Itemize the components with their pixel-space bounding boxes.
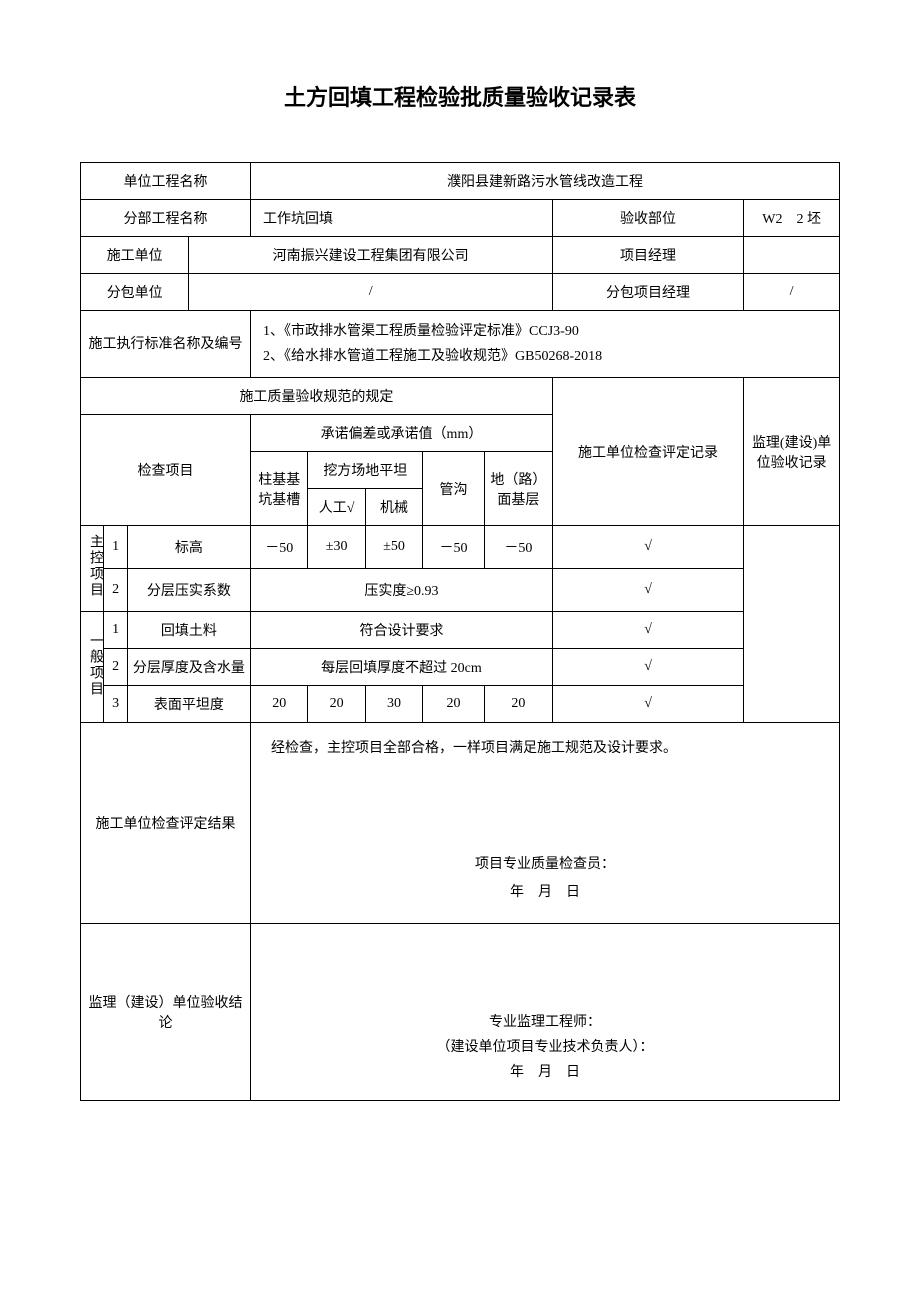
g1-val: 符合设计要求 [251, 612, 553, 649]
sub-project-value: 工作坑回填 [251, 200, 553, 237]
sub-pm-value: / [744, 274, 840, 311]
m2-idx: 2 [104, 569, 127, 612]
construct-check-header: 施工单位检查评定记录 [552, 378, 743, 526]
m1-name: 标高 [127, 526, 250, 569]
sub-project-label: 分部工程名称 [81, 200, 251, 237]
unit-project-label: 单位工程名称 [81, 163, 251, 200]
g1-check: √ [552, 612, 743, 649]
result-signer: 项目专业质量检查员： [251, 851, 839, 879]
check-item-header: 检查项目 [81, 415, 251, 526]
construct-unit-label: 施工单位 [81, 237, 189, 274]
standard-label: 施工执行标准名称及编号 [81, 311, 251, 378]
subcontract-value: / [189, 274, 552, 311]
standard-value: 1、《市政排水管渠工程质量检验评定标准》CCJ3-90 2、《给水排水管道工程施… [251, 311, 840, 378]
g3-c4: 20 [484, 686, 552, 723]
col4-header: 地（路）面基层 [484, 452, 552, 526]
result-content: 经检查，主控项目全部合格，一样项目满足施工规范及设计要求。 项目专业质量检查员：… [251, 723, 840, 924]
conclusion-label: 监理（建设）单位验收结论 [81, 924, 251, 1101]
supervise-check-header: 监理(建设)单位验收记录 [744, 378, 840, 526]
accept-part-value: W2 2 坯 [744, 200, 840, 237]
g2-check: √ [552, 649, 743, 686]
g1-name: 回填土料 [127, 612, 250, 649]
g3-c2b: 30 [365, 686, 422, 723]
col3-header: 管沟 [423, 452, 485, 526]
g2-val: 每层回填厚度不超过 20cm [251, 649, 553, 686]
m1-c4: －50 [484, 526, 552, 569]
pm-value [744, 237, 840, 274]
conclusion-date: 年 月 日 [255, 1060, 835, 1085]
unit-project-value: 濮阳县建新路污水管线改造工程 [251, 163, 840, 200]
spec-rule-header: 施工质量验收规范的规定 [81, 378, 553, 415]
standard-line1: 1、《市政排水管渠工程质量检验评定标准》CCJ3-90 [263, 319, 835, 344]
g1-idx: 1 [104, 612, 127, 649]
m2-check: √ [552, 569, 743, 612]
g3-idx: 3 [104, 686, 127, 723]
g3-check: √ [552, 686, 743, 723]
sub-pm-label: 分包项目经理 [552, 274, 743, 311]
supervise-record-cell [744, 526, 840, 723]
g2-name: 分层厚度及含水量 [127, 649, 250, 686]
m1-c2a: ±30 [308, 526, 365, 569]
m2-name: 分层压实系数 [127, 569, 250, 612]
g3-name: 表面平坦度 [127, 686, 250, 723]
result-text: 经检查，主控项目全部合格，一样项目满足施工规范及设计要求。 [271, 733, 819, 757]
m1-idx: 1 [104, 526, 127, 569]
m1-check: √ [552, 526, 743, 569]
result-label: 施工单位检查评定结果 [81, 723, 251, 924]
col1-header: 柱基基坑基槽 [251, 452, 308, 526]
col2-header: 挖方场地平坦 [308, 452, 423, 489]
group-general: 一般项目 [81, 612, 104, 723]
conclusion-line2: （建设单位项目专业技术负责人）： [255, 1035, 835, 1060]
g2-idx: 2 [104, 649, 127, 686]
conclusion-line1: 专业监理工程师： [255, 1010, 835, 1035]
col2b-header: 机械 [365, 489, 422, 526]
g3-c1: 20 [251, 686, 308, 723]
subcontract-label: 分包单位 [81, 274, 189, 311]
pm-label: 项目经理 [552, 237, 743, 274]
m2-val: 压实度≥0.93 [251, 569, 553, 612]
construct-unit-value: 河南振兴建设工程集团有限公司 [189, 237, 552, 274]
standard-line2: 2、《给水排水管道工程施工及验收规范》GB50268-2018 [263, 344, 835, 369]
inspection-table: 单位工程名称 濮阳县建新路污水管线改造工程 分部工程名称 工作坑回填 验收部位 … [80, 162, 840, 1101]
m1-c2b: ±50 [365, 526, 422, 569]
g3-c3: 20 [423, 686, 485, 723]
m1-c1: －50 [251, 526, 308, 569]
accept-part-label: 验收部位 [552, 200, 743, 237]
tolerance-header: 承诺偏差或承诺值（mm） [251, 415, 553, 452]
m1-c3: －50 [423, 526, 485, 569]
col2a-header: 人工√ [308, 489, 365, 526]
result-date: 年 月 日 [251, 879, 839, 907]
g3-c2a: 20 [308, 686, 365, 723]
group-main: 主控项目 [81, 526, 104, 612]
page-title: 土方回填工程检验批质量验收记录表 [80, 80, 840, 112]
conclusion-content: 专业监理工程师： （建设单位项目专业技术负责人）： 年 月 日 [251, 924, 840, 1101]
